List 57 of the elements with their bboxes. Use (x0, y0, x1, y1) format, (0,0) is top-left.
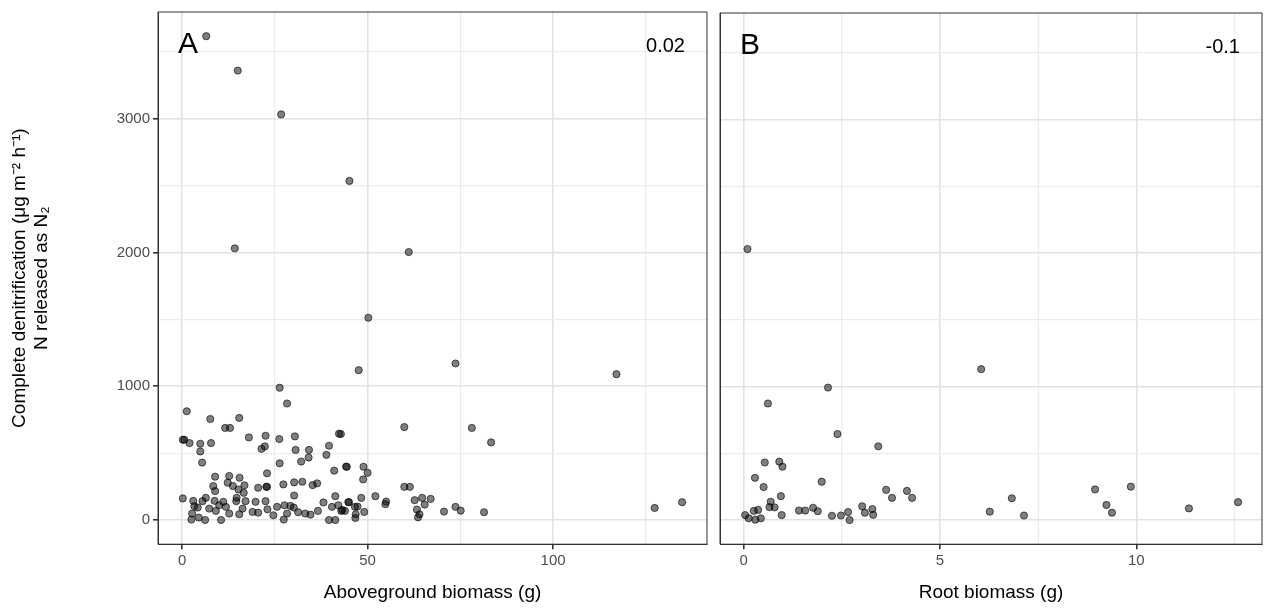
point (743, 244, 752, 254)
point (1126, 482, 1135, 491)
y-axis-title: Complete denitrification (μg m⁻² h⁻¹) N released as N₂ (7, 128, 52, 428)
point (858, 502, 867, 511)
point (794, 506, 804, 515)
annotation: 0.02 (646, 33, 685, 56)
y-tick-label: 1000 (116, 376, 150, 394)
x-axis-title: Aboveground biomass (g) (323, 580, 542, 602)
point (1233, 498, 1243, 507)
point (750, 473, 760, 482)
y-tick-label: 0 (141, 510, 150, 528)
point (882, 485, 891, 494)
point (860, 508, 870, 517)
y-tick-label: 3000 (116, 108, 150, 126)
point (770, 503, 779, 512)
point (776, 492, 785, 501)
x-tick-label: 5 (935, 551, 945, 569)
point (759, 482, 768, 492)
y-tick-label: 2000 (116, 242, 150, 260)
point (843, 507, 853, 517)
point (985, 507, 994, 516)
point (869, 510, 878, 519)
point (823, 383, 833, 392)
point (817, 477, 826, 486)
point (1102, 500, 1111, 510)
annotation: -0.1 (1205, 34, 1240, 57)
point (1184, 504, 1194, 513)
x-tick-label: 50 (359, 551, 376, 569)
point (874, 442, 883, 451)
x-tick-label: 10 (1127, 551, 1145, 569)
point (1107, 508, 1117, 517)
point (845, 515, 854, 525)
point (756, 514, 765, 523)
point (868, 504, 877, 514)
point (813, 507, 822, 516)
point (977, 365, 986, 374)
point (763, 399, 773, 408)
point (902, 486, 912, 496)
x-axis-title: Root biomass (g) (918, 580, 1064, 602)
point (1007, 494, 1016, 503)
point (827, 511, 837, 520)
point (760, 458, 769, 467)
point (907, 493, 917, 502)
point (1019, 511, 1029, 520)
point (777, 511, 786, 520)
x-tick-label: 0 (177, 551, 187, 569)
annotation: A (178, 26, 199, 60)
point (887, 493, 897, 502)
point (801, 506, 810, 515)
x-tick-label: 0 (739, 551, 748, 569)
annotation: B (740, 27, 761, 61)
point (833, 429, 842, 439)
x-tick-label: 100 (540, 551, 566, 569)
point (778, 462, 787, 471)
point (836, 511, 846, 520)
point (749, 506, 758, 516)
point (1090, 485, 1100, 494)
